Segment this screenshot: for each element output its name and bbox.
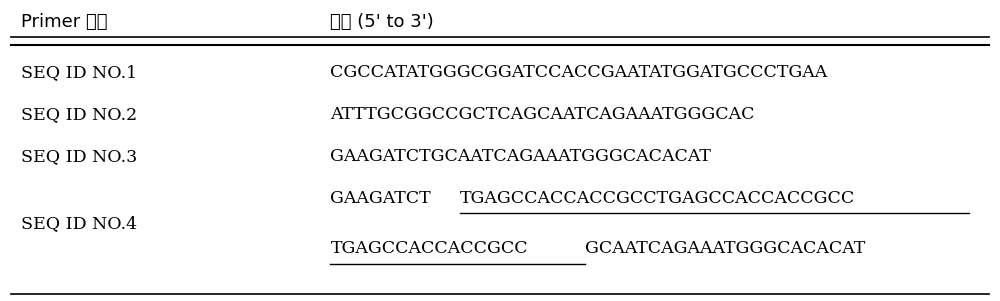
Text: TGAGCCACCACCGCCTGAGCCACCACCGCC: TGAGCCACCACCGCCTGAGCCACCACCGCC <box>460 190 855 207</box>
Text: Primer 名称: Primer 名称 <box>21 13 108 31</box>
Text: TGAGCCACCACCGCC: TGAGCCACCACCGCC <box>330 240 528 257</box>
Text: 序列 (5' to 3'): 序列 (5' to 3') <box>330 13 434 31</box>
Text: GAAGATCT: GAAGATCT <box>330 190 431 207</box>
Text: SEQ ID NO.2: SEQ ID NO.2 <box>21 106 138 123</box>
Text: SEQ ID NO.4: SEQ ID NO.4 <box>21 215 137 232</box>
Text: ATTTGCGGCCGCTCAGCAATCAGAAATGGGCAC: ATTTGCGGCCGCTCAGCAATCAGAAATGGGCAC <box>330 106 755 123</box>
Text: GCAATCAGAAATGGGCACACAT: GCAATCAGAAATGGGCACACAT <box>585 240 865 257</box>
Text: GAAGATCTGCAATCAGAAATGGGCACACAT: GAAGATCTGCAATCAGAAATGGGCACACAT <box>330 148 711 165</box>
Text: SEQ ID NO.3: SEQ ID NO.3 <box>21 148 138 165</box>
Text: CGCCATATGGGCGGATCCACCGAATATGGATGCCCTGAA: CGCCATATGGGCGGATCCACCGAATATGGATGCCCTGAA <box>330 64 828 82</box>
Text: SEQ ID NO.1: SEQ ID NO.1 <box>21 64 137 82</box>
